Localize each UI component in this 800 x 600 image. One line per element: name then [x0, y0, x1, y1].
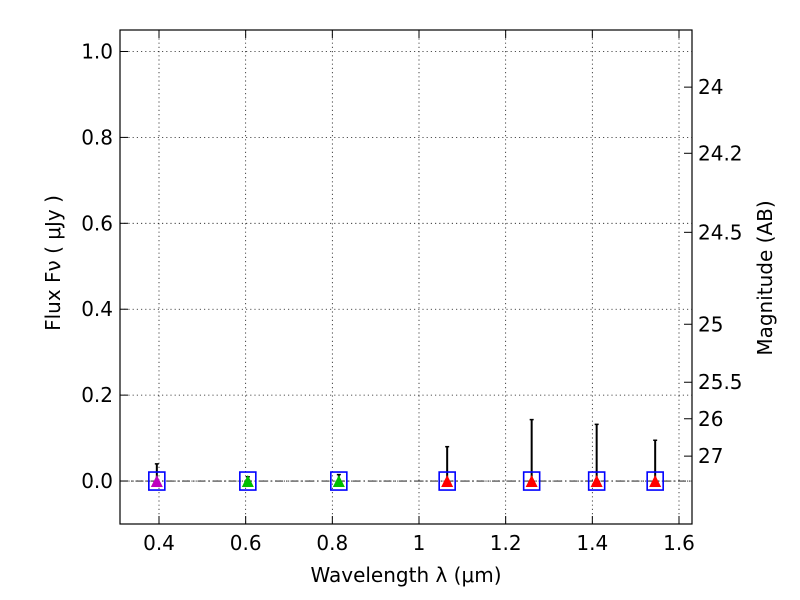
y-tick-label: 0.8 [81, 125, 113, 149]
model-box [522, 471, 541, 491]
y-tick-label: 0.2 [81, 383, 113, 407]
ticks: 0.4 0.6 0.8 1 1.2 1.4 1.6 0.0 0.2 0.4 0.6 0.8 1.0 24 2… [81, 30, 743, 555]
flux-marker [150, 475, 163, 488]
plot-frame [119, 29, 693, 525]
y2-tick-label: 27 [698, 444, 723, 468]
y2-tick-label: 25.5 [698, 370, 743, 394]
x-tick-label: 1.6 [663, 531, 695, 555]
data-point [646, 439, 664, 491]
flux-marker [241, 475, 254, 488]
data-point [330, 471, 348, 491]
y-tick-label: 0.0 [81, 469, 113, 493]
x-tick-label: 0.4 [143, 531, 175, 555]
model-box [148, 471, 166, 491]
y2-tick-label: 24.2 [698, 141, 743, 165]
x-tick-label: 1 [413, 531, 426, 555]
model-box [587, 471, 606, 491]
data-point [438, 445, 456, 491]
y2-tick-label: 25 [698, 312, 723, 336]
model-box [646, 471, 664, 491]
model-box [330, 471, 348, 491]
y-tick-label: 0.4 [81, 297, 113, 321]
x-tick-label: 1.2 [490, 531, 522, 555]
data-point [587, 423, 606, 491]
model-box [239, 471, 257, 491]
x-tick-label: 0.6 [230, 531, 262, 555]
y-tick-label: 0.6 [81, 211, 113, 235]
x-tick-label: 1.4 [576, 531, 608, 555]
y2-tick-label: 26 [698, 407, 723, 431]
data-point [522, 418, 541, 491]
data-point [239, 471, 257, 491]
flux-marker [441, 475, 454, 488]
model-box [438, 471, 456, 491]
flux-marker [525, 475, 538, 488]
flux-marker [332, 475, 345, 488]
y2-tick-label: 24.5 [698, 220, 743, 244]
y-tick-label: 1.0 [81, 39, 113, 63]
y2-axis-label: Magnitude (AB) [753, 200, 777, 355]
data-point [148, 463, 166, 491]
x-axis-label: Wavelength λ (μm) [310, 563, 501, 587]
flux-marker [649, 475, 662, 488]
y-axis-label: Flux Fν ( μJy ) [41, 195, 65, 331]
data-points [148, 418, 664, 491]
flux-marker [590, 475, 603, 488]
x-tick-label: 0.8 [316, 531, 348, 555]
y2-tick-label: 24 [698, 75, 723, 99]
grid [120, 30, 692, 524]
